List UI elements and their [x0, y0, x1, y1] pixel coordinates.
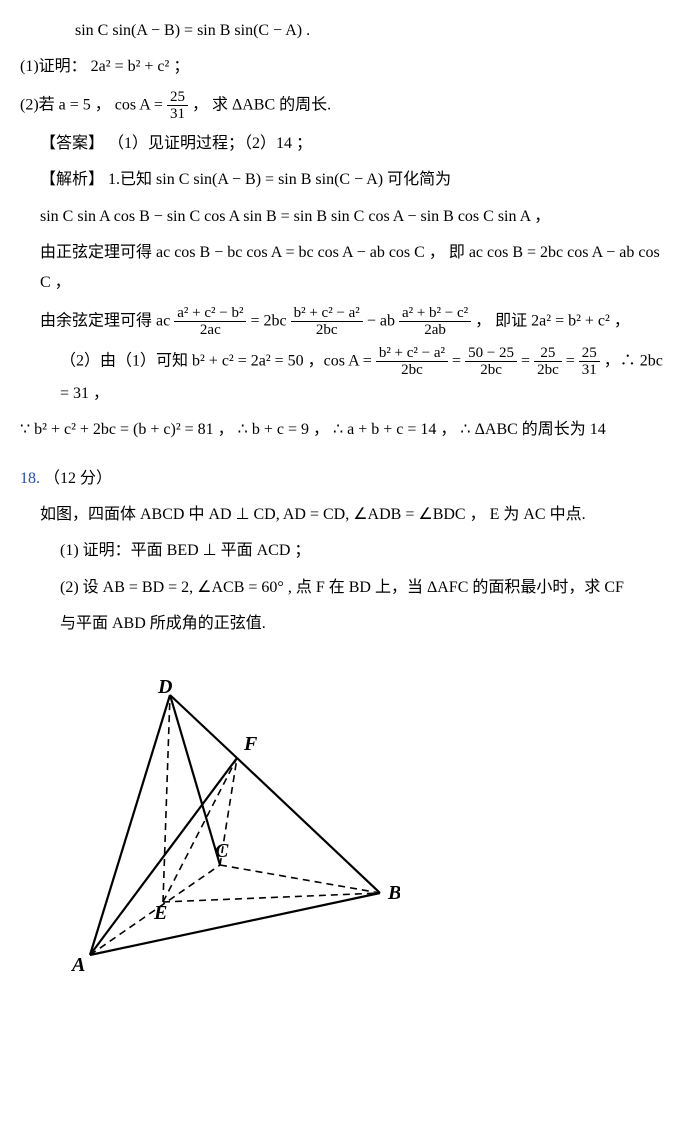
- q18-header: 18. （12 分）: [20, 464, 673, 494]
- f3d: 2ab: [399, 322, 471, 339]
- f1: a² + c² − b² 2ac: [174, 305, 246, 339]
- given-equation: sin C sin(A − B) = sin B sin(C − A) .: [20, 16, 673, 46]
- g3: 25 2bc: [534, 345, 562, 379]
- g2: 50 − 25 2bc: [465, 345, 517, 379]
- q18-stmt-text: 如图，四面体 ABCD 中 AD ⊥ CD, AD = CD, ∠ADB = ∠…: [40, 506, 586, 523]
- q18-num: 18.: [20, 470, 40, 487]
- sine-law: 由正弦定理可得 ac cos B − bc cos A = bc cos A −…: [40, 244, 660, 291]
- cos-law-line: 由余弦定理可得 ac a² + c² − b² 2ac = 2bc b² + c…: [20, 305, 673, 339]
- p2-frac: 25 31: [167, 89, 188, 123]
- answer-label: 【答案】: [40, 135, 104, 152]
- q18-sub2b-text: 与平面 ABD 所成角的正弦值.: [60, 615, 266, 632]
- g3n: 25: [534, 345, 562, 363]
- cos-law-tail: ， 即证 2a² = b² + c² ，: [475, 312, 630, 329]
- part2: (2)若 a = 5 ， cos A = 25 31 ， 求 ΔABC 的周长.: [20, 89, 673, 123]
- sine-law-line: 由正弦定理可得 ac cos B − bc cos A = bc cos A −…: [20, 238, 673, 299]
- p2-label: (2)若 a = 5 ， cos A =: [20, 96, 163, 113]
- part1: (1)证明： 2a² = b² + c² ；: [20, 52, 673, 82]
- g4: 25 31: [579, 345, 600, 379]
- sol-label: 【解析】: [40, 171, 104, 188]
- f3: a² + b² − c² 2ab: [399, 305, 471, 339]
- f2n: b² + c² − a²: [291, 305, 363, 323]
- part2-solve-line: （2）由（1）可知 b² + c² = 2a² = 50 ，cos A = b²…: [20, 345, 673, 409]
- g2d: 2bc: [465, 362, 517, 379]
- g1: b² + c² − a² 2bc: [376, 345, 448, 379]
- sol1-eq: sin C sin A cos B − sin C cos A sin B = …: [40, 208, 550, 225]
- f1n: a² + c² − b²: [174, 305, 246, 323]
- solution-line1: 【解析】 1.已知 sin C sin(A − B) = sin B sin(C…: [20, 165, 673, 195]
- eq3: =: [566, 352, 579, 369]
- final-line: ∵ b² + c² + 2bc = (b + c)² = 81 ， ∴ b + …: [20, 415, 673, 445]
- tetrahedron-svg: A B C D E F: [60, 675, 400, 975]
- svg-text:E: E: [153, 902, 167, 924]
- f3n: a² + b² − c²: [399, 305, 471, 323]
- q18-sub1: (1) 证明：平面 BED ⊥ 平面 ACD ；: [20, 536, 673, 566]
- svg-text:D: D: [157, 676, 172, 698]
- answer-text: （1）见证明过程；（2）14 ；: [108, 135, 312, 152]
- eq1: =: [452, 352, 465, 369]
- p2-frac-num: 25: [167, 89, 188, 107]
- q18-sub2a-text: (2) 设 AB = BD = 2, ∠ACB = 60° , 点 F 在 BD…: [60, 579, 624, 596]
- svg-text:C: C: [215, 840, 229, 862]
- g1n: b² + c² − a²: [376, 345, 448, 363]
- part2-pre: （2）由（1）可知 b² + c² = 2a² = 50 ，cos A =: [60, 352, 376, 369]
- sol1-expanded: sin C sin A cos B − sin C cos A sin B = …: [20, 202, 673, 232]
- q18-sub2a: (2) 设 AB = BD = 2, ∠ACB = 60° , 点 F 在 BD…: [20, 573, 673, 603]
- mid2: − ab: [367, 312, 399, 329]
- eq-text: sin C sin(A − B) = sin B sin(C − A) .: [75, 22, 310, 39]
- g1d: 2bc: [376, 362, 448, 379]
- svg-text:B: B: [387, 882, 400, 904]
- p2-frac-den: 31: [167, 106, 188, 123]
- f1d: 2ac: [174, 322, 246, 339]
- mid1: = 2bc: [250, 312, 290, 329]
- final-text: ∵ b² + c² + 2bc = (b + c)² = 81 ， ∴ b + …: [20, 421, 606, 438]
- g4d: 31: [579, 362, 600, 379]
- q18-stmt: 如图，四面体 ABCD 中 AD ⊥ CD, AD = CD, ∠ADB = ∠…: [20, 500, 673, 530]
- g4n: 25: [579, 345, 600, 363]
- sol1-pre: 1.已知 sin C sin(A − B) = sin B sin(C − A)…: [108, 171, 451, 188]
- p1-eq: 2a² = b² + c² ；: [91, 58, 190, 75]
- g3d: 2bc: [534, 362, 562, 379]
- p1-label: (1)证明：: [20, 58, 87, 75]
- svg-text:F: F: [243, 733, 258, 755]
- tetrahedron-figure: A B C D E F: [20, 645, 673, 975]
- f2: b² + c² − a² 2bc: [291, 305, 363, 339]
- g2n: 50 − 25: [465, 345, 517, 363]
- q18-sub2b: 与平面 ABD 所成角的正弦值.: [20, 609, 673, 639]
- cos-law-pre: 由余弦定理可得 ac: [40, 312, 170, 329]
- answer-line: 【答案】 （1）见证明过程；（2）14 ；: [20, 129, 673, 159]
- f2d: 2bc: [291, 322, 363, 339]
- q18-pts: （12 分）: [44, 470, 112, 487]
- svg-text:A: A: [70, 954, 85, 975]
- p2-tail: ， 求 ΔABC 的周长.: [192, 96, 331, 113]
- q18-sub1-text: (1) 证明：平面 BED ⊥ 平面 ACD ；: [60, 542, 310, 559]
- eq2: =: [521, 352, 534, 369]
